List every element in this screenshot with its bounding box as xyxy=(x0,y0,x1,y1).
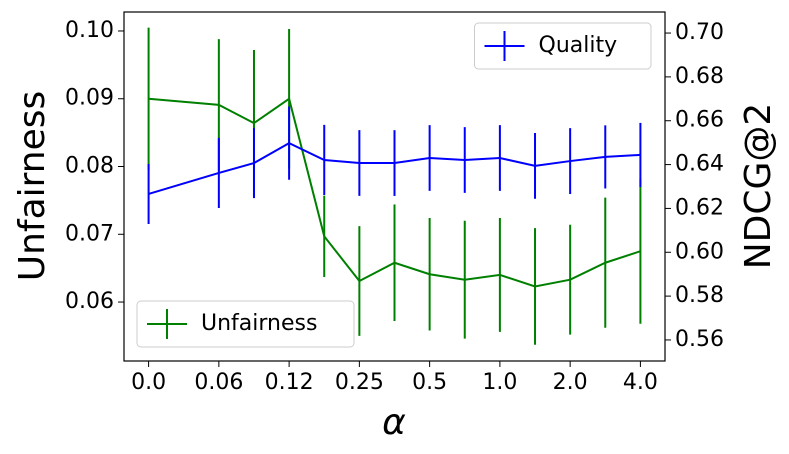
y-tick-label: 0.10 xyxy=(65,18,114,43)
y2-tick-label: 0.58 xyxy=(675,283,724,308)
y2-tick-label: 0.70 xyxy=(675,20,724,45)
x-tick-label: 0.25 xyxy=(335,370,384,395)
y-tick-label: 0.07 xyxy=(65,221,114,246)
y2-tick-label: 0.68 xyxy=(675,64,724,89)
x-axis-label: α xyxy=(382,402,406,443)
y-tick-label: 0.08 xyxy=(65,154,114,179)
y2-axis-label: NDCG@2 xyxy=(738,103,779,270)
y2-tick-label: 0.60 xyxy=(675,239,724,264)
x-tick-label: 0.5 xyxy=(412,370,447,395)
x-tick-label: 0.12 xyxy=(265,370,314,395)
x-tick-label: 0.0 xyxy=(131,370,166,395)
series-line xyxy=(148,141,641,195)
x-tick-label: 1.0 xyxy=(482,370,517,395)
plot-frame xyxy=(123,11,666,362)
legend-box xyxy=(136,300,355,348)
x-tick-label: 0.06 xyxy=(194,370,243,395)
y2-tick-label: 0.56 xyxy=(675,327,724,352)
y-tick-label: 0.09 xyxy=(65,86,114,111)
legend-label: Unfairness xyxy=(201,311,317,336)
y2-tick-label: 0.64 xyxy=(675,152,724,177)
x-tick-label: 4.0 xyxy=(623,370,658,395)
series-line xyxy=(148,97,641,288)
x-tick-label: 2.0 xyxy=(553,370,588,395)
y-tick-label: 0.06 xyxy=(65,289,114,314)
legend-box xyxy=(474,22,652,70)
y2-tick-label: 0.62 xyxy=(675,195,724,220)
legend-label: Quality xyxy=(539,33,618,58)
y-axis-label: Unfairness xyxy=(12,91,53,282)
y2-tick-label: 0.66 xyxy=(675,108,724,133)
